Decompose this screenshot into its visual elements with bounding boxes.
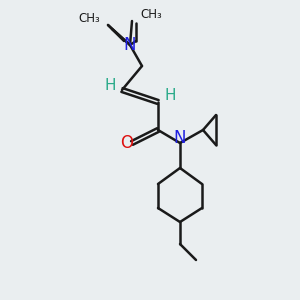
Text: O: O: [121, 134, 134, 152]
Text: CH₃: CH₃: [78, 13, 100, 26]
Text: H: H: [104, 79, 116, 94]
Text: N: N: [124, 36, 136, 54]
Text: CH₃: CH₃: [140, 8, 162, 22]
Text: H: H: [164, 88, 176, 104]
Text: N: N: [174, 129, 186, 147]
